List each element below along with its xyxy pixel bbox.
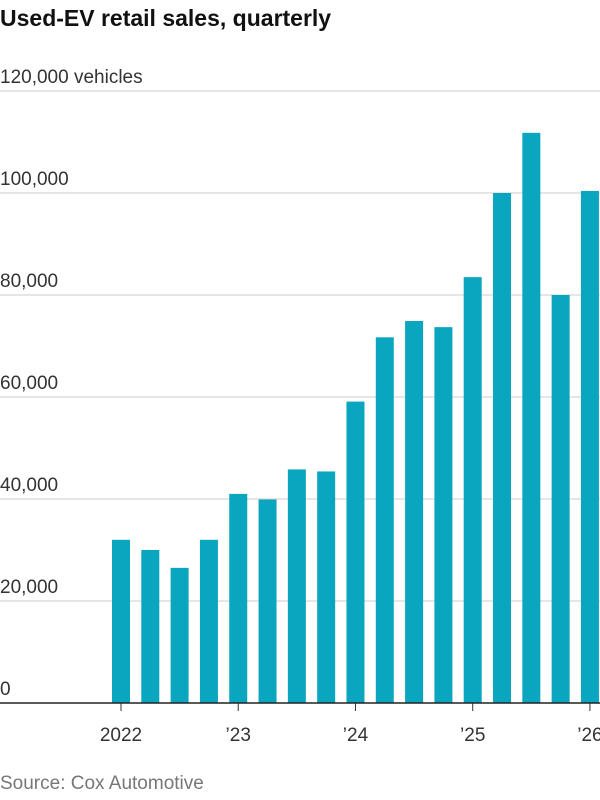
y-tick-label: 100,000 bbox=[0, 169, 69, 190]
bar bbox=[229, 493, 248, 703]
bar bbox=[170, 567, 189, 703]
bar bbox=[317, 471, 336, 703]
bar bbox=[375, 337, 394, 703]
bar bbox=[112, 539, 130, 703]
x-tick-label: ’24 bbox=[343, 725, 369, 746]
bar bbox=[522, 132, 541, 703]
bar bbox=[580, 190, 599, 703]
y-tick-label: 60,000 bbox=[0, 373, 58, 394]
chart-title: Used-EV retail sales, quarterly bbox=[0, 5, 331, 31]
bar bbox=[141, 550, 160, 703]
bar bbox=[346, 401, 365, 703]
y-tick-label: 20,000 bbox=[0, 577, 58, 598]
y-tick-label: 120,000 vehicles bbox=[0, 67, 143, 88]
x-tick-label: ’23 bbox=[226, 725, 251, 746]
bar bbox=[493, 193, 512, 703]
y-tick-label: 0 bbox=[0, 679, 11, 700]
x-tick-label: 2022 bbox=[100, 725, 142, 746]
y-tick-label: 80,000 bbox=[0, 271, 58, 292]
x-tick-label: ’25 bbox=[460, 725, 485, 746]
bar bbox=[199, 539, 218, 703]
y-tick-label: 40,000 bbox=[0, 475, 58, 496]
bar bbox=[551, 295, 570, 703]
bar bbox=[434, 327, 453, 703]
bar bbox=[287, 469, 306, 703]
source: Source: Cox Automotive bbox=[0, 773, 204, 794]
bar bbox=[258, 499, 277, 703]
bar bbox=[463, 277, 482, 703]
x-tick-label: ’26 bbox=[577, 725, 600, 746]
bar bbox=[405, 321, 424, 703]
